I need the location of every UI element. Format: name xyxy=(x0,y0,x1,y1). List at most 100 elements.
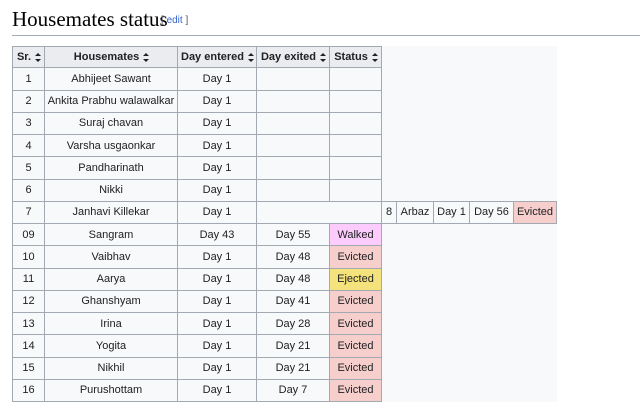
cell-text: Arbaz xyxy=(400,206,430,219)
table-cell: Day 1 xyxy=(177,89,257,113)
empty-cell xyxy=(329,156,382,180)
cell-text: Vaibhav xyxy=(91,250,131,263)
cell-text: 7 xyxy=(25,206,32,219)
table-cell: Day 1 xyxy=(177,356,257,380)
cell-text: Day 1 xyxy=(202,72,232,85)
table-cell: Varsha usgaonkar xyxy=(44,134,178,158)
cell-text: Day 1 xyxy=(202,362,232,375)
empty-cell xyxy=(329,111,382,135)
table-cell: 12 xyxy=(12,289,45,313)
table-cell: 16 xyxy=(12,378,45,402)
cell-text: Day 48 xyxy=(275,273,311,286)
cell-text: Day 21 xyxy=(275,362,311,375)
table-cell: Evicted xyxy=(329,289,382,313)
table-cell: 8 xyxy=(381,200,397,224)
cell-text: Day 21 xyxy=(275,339,311,352)
table-cell: Pandharinath xyxy=(44,156,178,180)
column-header[interactable]: Sr. xyxy=(12,46,45,69)
column-header[interactable]: Day entered xyxy=(177,46,257,69)
table-cell: Arbaz xyxy=(396,200,434,224)
cell-text: 1 xyxy=(25,72,32,85)
cell-text: 6 xyxy=(25,184,32,197)
column-header[interactable]: Day exited xyxy=(256,46,330,69)
cell-text: Yogita xyxy=(95,339,127,352)
table-cell: 14 xyxy=(12,334,45,358)
cell-text: Evicted xyxy=(337,295,374,308)
cell-text: 3 xyxy=(25,117,32,130)
table-cell: Day 56 xyxy=(469,200,514,224)
table-cell: Irina xyxy=(44,312,178,336)
cell-text: Pandharinath xyxy=(78,161,144,174)
table-cell: Day 7 xyxy=(256,378,330,402)
table: Sr. Housemates Day entered Day exited Status… xyxy=(12,46,557,402)
table-cell: Nikki xyxy=(44,178,178,202)
column-header[interactable]: Status xyxy=(329,46,382,69)
cell-text: Evicted xyxy=(337,384,374,397)
cell-text: Day 1 xyxy=(202,95,232,108)
cell-text: Day exited xyxy=(260,51,317,64)
column-header[interactable]: Housemates xyxy=(44,46,178,69)
cell-text: Day 48 xyxy=(275,250,311,263)
cell-text: Day 1 xyxy=(202,250,232,263)
empty-cell xyxy=(256,156,330,180)
cell-text: Evicted xyxy=(516,206,554,219)
table-cell: Day 21 xyxy=(256,356,330,380)
table-cell: Walked xyxy=(329,223,382,247)
table-cell: Day 1 xyxy=(177,245,257,269)
cell-text: Nikki xyxy=(99,184,123,197)
cell-text: Sr. xyxy=(16,51,32,64)
table-cell: 2 xyxy=(12,89,45,113)
cell-text: Day entered xyxy=(181,51,244,64)
table-cell: Evicted xyxy=(329,245,382,269)
table-cell: Nikhil xyxy=(44,356,178,380)
cell-text: Day 41 xyxy=(275,295,311,308)
table-cell: Day 1 xyxy=(177,156,257,180)
table-cell: Evicted xyxy=(513,200,557,224)
table-cell: Day 1 xyxy=(177,289,257,313)
cell-text: 16 xyxy=(22,384,35,397)
cell-text: Day 1 xyxy=(202,184,232,197)
cell-text: 11 xyxy=(22,273,35,286)
cell-text: Evicted xyxy=(337,250,374,263)
cell-text: 09 xyxy=(22,228,35,241)
table-cell: Purushottam xyxy=(44,378,178,402)
cell-text: Evicted xyxy=(337,317,374,330)
table-cell: Evicted xyxy=(329,334,382,358)
table-cell: Day 1 xyxy=(177,312,257,336)
table-cell: Ghanshyam xyxy=(44,289,178,313)
heading-rule xyxy=(12,35,640,36)
cell-text: Ankita Prabhu walawalkar xyxy=(47,95,175,108)
table-cell: 15 xyxy=(12,356,45,380)
table-cell: Abhijeet Sawant xyxy=(44,67,178,91)
empty-cell xyxy=(256,178,330,202)
edit-link[interactable]: edit xyxy=(161,15,188,26)
cell-text: 13 xyxy=(22,317,35,330)
cell-text: 5 xyxy=(25,161,32,174)
table-cell: Day 1 xyxy=(177,111,257,135)
sort-icon[interactable] xyxy=(143,52,150,62)
cell-text: Day 56 xyxy=(474,206,509,219)
sort-icon[interactable] xyxy=(371,52,378,62)
cell-text: Sangram xyxy=(88,228,134,241)
empty-cell xyxy=(256,134,330,158)
table-cell: Aarya xyxy=(44,267,178,291)
sort-icon[interactable] xyxy=(35,52,42,62)
table-cell: Day 48 xyxy=(256,245,330,269)
cell-text: Day 7 xyxy=(278,384,308,397)
sort-icon[interactable] xyxy=(320,52,327,62)
cell-text: 15 xyxy=(22,362,35,375)
table-cell: 09 xyxy=(12,223,45,247)
table-cell: 11 xyxy=(12,267,45,291)
cell-text: Aarya xyxy=(96,273,126,286)
cell-text: Nikhil xyxy=(97,362,125,375)
sort-icon[interactable] xyxy=(247,52,254,62)
table-cell: Day 48 xyxy=(256,267,330,291)
table-cell: Vaibhav xyxy=(44,245,178,269)
cell-text: Varsha usgaonkar xyxy=(66,139,156,152)
cell-text: Day 1 xyxy=(202,161,232,174)
table-cell: 4 xyxy=(12,134,45,158)
table-cell: Evicted xyxy=(329,378,382,402)
table-cell: 6 xyxy=(12,178,45,202)
empty-cell xyxy=(329,89,382,113)
